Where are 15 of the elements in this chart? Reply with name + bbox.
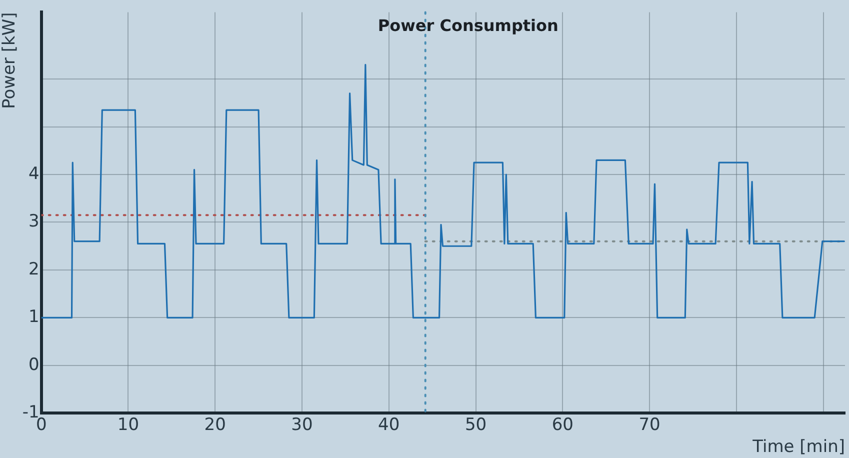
x-tick-label: 10 [117,414,140,435]
chart-title: Power Consumption [378,16,558,36]
x-tick-label: 30 [291,414,313,435]
y-tick-label: 2 [28,259,40,280]
y-tick-label: 1 [28,307,40,328]
x-tick-label: 70 [638,414,660,435]
y-tick-label: 3 [28,212,40,232]
y-tick-label: 4 [28,164,40,184]
x-tick-label: 60 [552,414,574,435]
y-tick-label: 0 [28,354,40,375]
x-tick-label: 20 [204,414,226,435]
y-axis-title: Power [kW] [0,12,20,109]
x-axis-title: Time [min] [752,437,845,458]
x-tick-label: 50 [464,414,487,435]
x-tick-label: 40 [378,414,400,435]
